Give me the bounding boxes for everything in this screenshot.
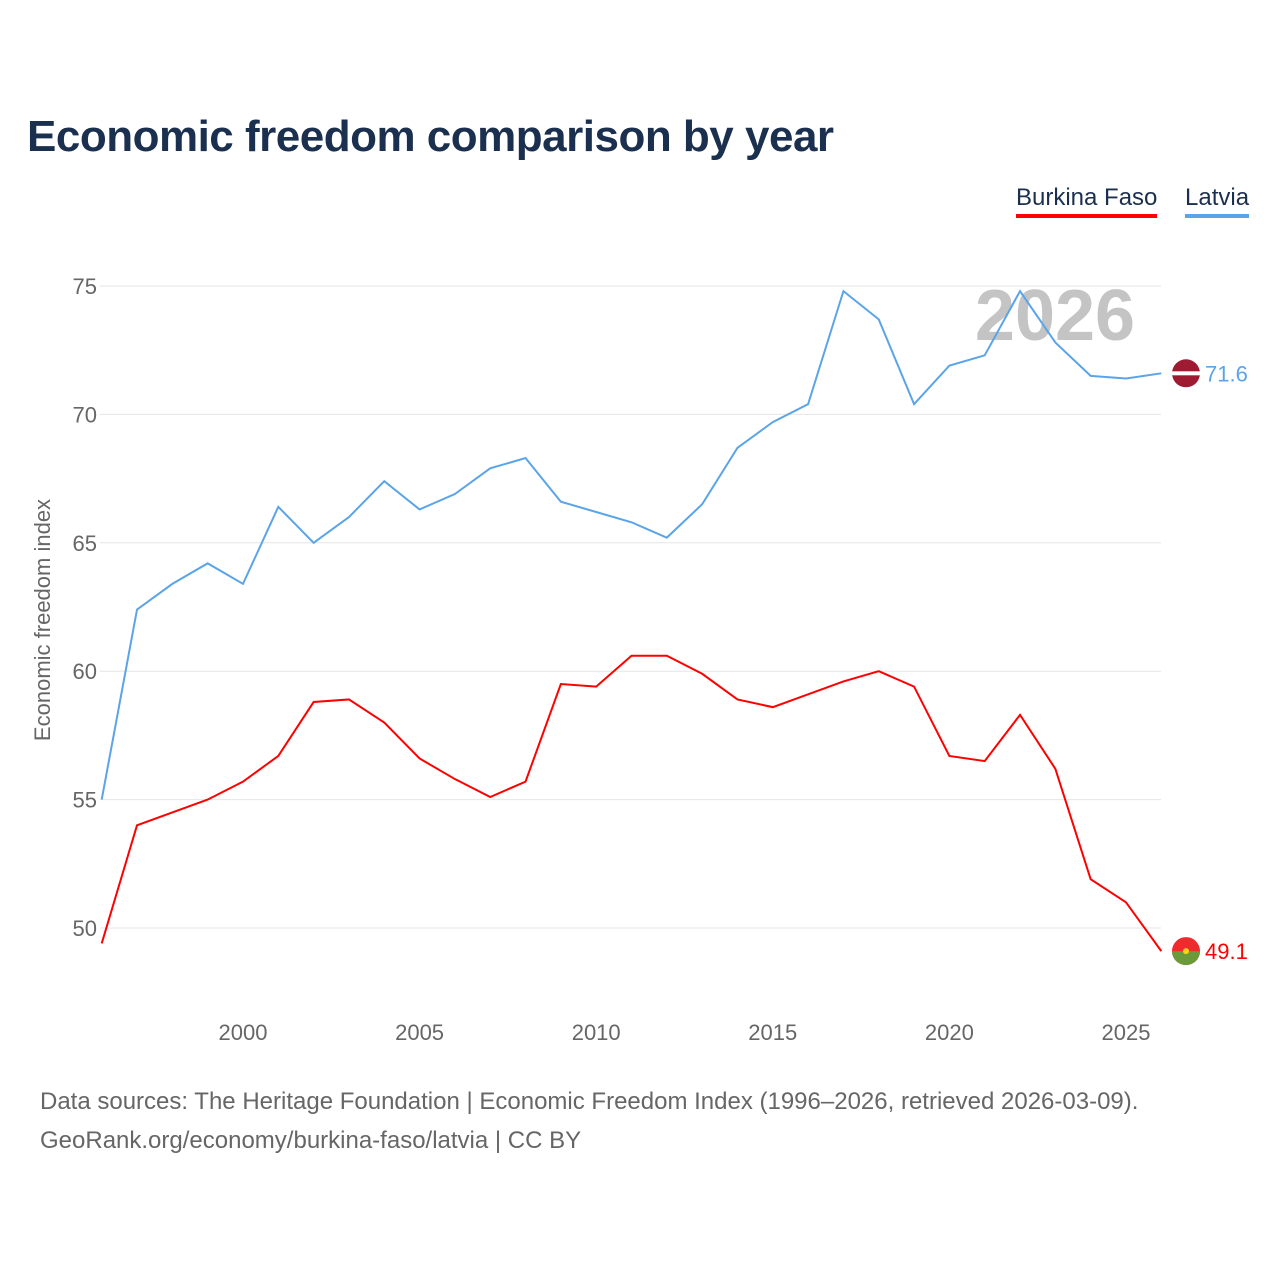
series-line-latvia	[100, 289, 1162, 800]
burkina-flag-green	[1172, 951, 1200, 966]
end-value-label: 71.6	[1205, 361, 1248, 386]
legend-item-latvia[interactable]: Latvia	[1185, 184, 1250, 218]
x-tick-label: 2000	[219, 1020, 268, 1045]
chart-title: Economic freedom comparison by year	[27, 112, 834, 161]
footer-attribution[interactable]: GeoRank.org/economy/burkina-faso/latvia …	[40, 1127, 582, 1154]
y-tick-label: 55	[73, 788, 97, 813]
x-tick-label: 2005	[395, 1020, 444, 1045]
burkina-flag-star	[1183, 948, 1189, 955]
y-tick-label: 65	[73, 531, 97, 556]
series-line-burkina-faso	[100, 654, 1163, 952]
year-watermark: 2026	[975, 276, 1135, 356]
y-tick-label: 50	[73, 916, 97, 941]
y-tick-label: 75	[73, 274, 97, 299]
y-tick-label: 70	[73, 402, 97, 427]
footer-sources: Data sources: The Heritage Foundation | …	[40, 1088, 1139, 1115]
plot-area: 2026 Economic freedom index 50 55 60 65 70 75…	[30, 274, 1248, 1045]
legend-item-burkina-faso[interactable]: Burkina Faso	[1016, 184, 1158, 218]
y-axis-label: Economic freedom index	[30, 499, 55, 741]
x-tick-label: 2020	[925, 1020, 974, 1045]
x-tick-label: 2025	[1102, 1020, 1151, 1045]
x-tick-label: 2015	[748, 1020, 797, 1045]
latvia-flag-stripe	[1172, 371, 1200, 376]
y-tick-label: 60	[73, 659, 97, 684]
end-value-label: 49.1	[1205, 939, 1248, 964]
x-tick-label: 2010	[572, 1020, 621, 1045]
